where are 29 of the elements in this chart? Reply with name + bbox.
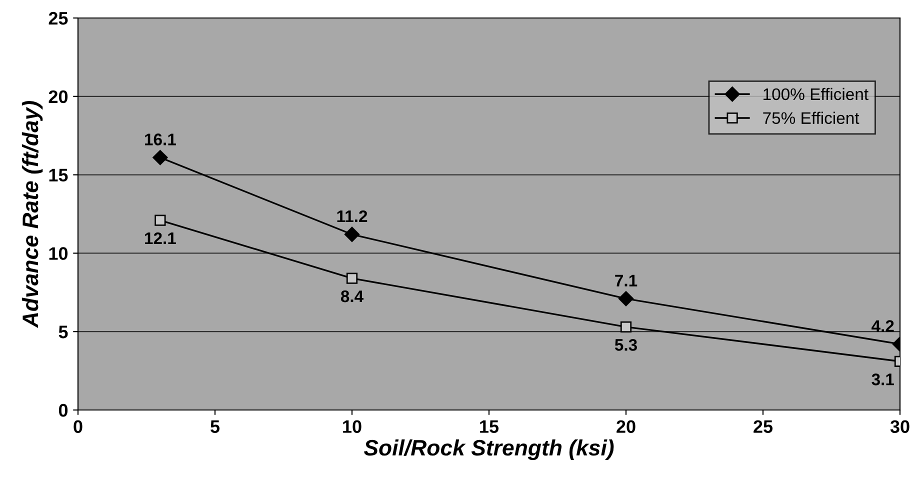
point — [152, 150, 168, 166]
point — [154, 214, 166, 226]
x-tick-label: 5 — [210, 420, 220, 433]
y-tick-label: 5 — [58, 326, 68, 338]
data-label: 16.1 — [145, 134, 176, 146]
legend-label: 100% Efficient — [764, 88, 868, 100]
x-tick-label: 20 — [616, 420, 636, 433]
y-tick-label: 15 — [49, 168, 68, 182]
data-label: 12.1 — [145, 232, 176, 244]
point — [344, 226, 360, 242]
data-label: 4.2 — [872, 320, 894, 332]
x-tick-label: 0 — [74, 420, 82, 433]
point — [346, 272, 358, 284]
y-tick-label: 0 — [58, 404, 68, 417]
x-axis-title: Soil/Rock Strength (ksi) — [364, 439, 614, 460]
data-label: 11.2 — [337, 210, 368, 222]
data-label: 8.4 — [340, 290, 364, 302]
y-tick-label: 20 — [48, 90, 68, 104]
data-label: 7.1 — [615, 274, 638, 286]
y-axis-title: Advance Rate (ft/day) — [22, 101, 43, 328]
x-tick-label: 25 — [754, 420, 773, 433]
x-tick-label: 15 — [480, 420, 499, 433]
x-tick-label: 30 — [890, 420, 910, 434]
data-label: 5.3 — [614, 339, 637, 351]
x-tick-label: 10 — [343, 420, 362, 433]
data-label: 3.1 — [872, 374, 894, 386]
y-tick-label: 25 — [48, 12, 68, 25]
y-tick-label: 10 — [49, 247, 68, 260]
legend-label: 75% Efficient — [763, 112, 860, 124]
